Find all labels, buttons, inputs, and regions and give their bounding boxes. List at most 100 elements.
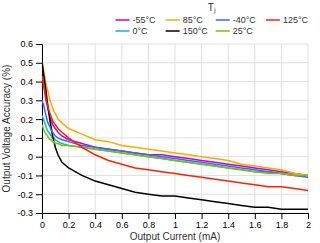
legend-label: 150°C [183, 26, 209, 36]
legend-label: 85°C [183, 15, 204, 25]
tick-mark [36, 138, 42, 139]
axis-line [36, 45, 43, 214]
tick: 0.2 [63, 213, 76, 230]
tick: 0.5 [20, 58, 42, 68]
grid-line-y [42, 62, 308, 63]
series-line [42, 76, 308, 176]
tick-label: 0.2 [63, 220, 76, 230]
legend-swatch [116, 30, 130, 32]
grid-line-y [42, 100, 308, 101]
tick-label: 0.3 [20, 96, 33, 106]
tick-label: 0.4 [89, 220, 102, 230]
plot-area [42, 63, 308, 209]
tick: -0.2 [17, 190, 42, 200]
legend-label: -55°C [133, 15, 157, 25]
grid-line-x [201, 44, 202, 213]
chart-container: Tⱼ -55°C0°C 85°C150°C -40°C25°C 125°C 0 0.2 0.4… [0, 0, 320, 243]
grid-line-y [42, 194, 308, 195]
tick-label: 2 [306, 220, 311, 230]
tick: 0.4 [89, 213, 102, 230]
tick-mark [308, 213, 309, 219]
tick-mark [122, 213, 123, 219]
chart-svg: Tⱼ -55°C0°C 85°C150°C -40°C25°C 125°C 0 0.2 0.4… [0, 0, 320, 243]
grid-line-x [308, 44, 309, 213]
tick: 1.8 [276, 213, 289, 230]
tick: 0.8 [143, 213, 156, 230]
grid-line-y [42, 119, 308, 120]
legend-swatch [166, 30, 180, 32]
tick-label: 1 [173, 220, 178, 230]
tick-label: 0 [40, 220, 45, 230]
tick-label: 1.6 [249, 220, 262, 230]
grid-line-y [42, 81, 308, 82]
tick-label: 1.2 [196, 220, 209, 230]
tick: 0.6 [116, 213, 129, 230]
grid-line-y [42, 44, 308, 45]
tick-mark [69, 213, 70, 219]
legend-label: 125°C [283, 15, 309, 25]
tick-mark [36, 194, 42, 195]
tick: -0.3 [17, 208, 42, 218]
grid-line-x [148, 44, 149, 213]
tick-label: 0 [28, 152, 33, 162]
tick-label: 0.2 [20, 114, 33, 124]
tick: 0 [28, 152, 42, 162]
grid-line-y [42, 137, 308, 138]
axis-line [43, 214, 309, 220]
y-axis: -0.3 -0.2 -0.1 0 0.1 0.2 0.3 0.4 0.5 0.6 [17, 39, 42, 218]
tick-mark [36, 82, 42, 83]
legend-swatch [216, 30, 230, 32]
tick: 1.4 [222, 213, 235, 230]
tick-mark [36, 157, 42, 158]
legend-label: -40°C [233, 15, 257, 25]
legend-item: 0°C [116, 26, 149, 36]
tick-label: 0.6 [20, 39, 33, 49]
series-line [42, 78, 308, 191]
legend-item: 25°C [216, 26, 254, 36]
legend: Tⱼ -55°C0°C 85°C150°C -40°C25°C 125°C [116, 2, 309, 36]
tick-label: 1.4 [222, 220, 235, 230]
legend-title: Tⱼ [208, 2, 216, 14]
legend-swatch [216, 19, 230, 21]
tick-label: -0.2 [17, 190, 33, 200]
grid-line-x [281, 44, 282, 213]
tick-mark [36, 119, 42, 120]
tick-mark [175, 213, 176, 219]
tick-label: 0.1 [20, 133, 33, 143]
tick: 0.2 [20, 114, 42, 124]
legend-swatch [166, 19, 180, 21]
x-axis-title: Output Current (mA) [130, 231, 221, 242]
tick: 2 [306, 213, 311, 230]
tick-mark [36, 44, 42, 45]
x-axis: 0 0.2 0.4 0.6 0.8 1 1.2 1.4 1.6 1.8 2 [40, 213, 311, 230]
tick: 1.2 [196, 213, 209, 230]
tick-mark [36, 175, 42, 176]
grid-line-x [228, 44, 229, 213]
tick-mark [148, 213, 149, 219]
legend-item: -55°C [116, 15, 157, 25]
tick-label: 0.6 [116, 220, 129, 230]
grid-line-x [95, 44, 96, 213]
tick: 0.6 [20, 39, 42, 49]
legend-swatch [116, 19, 130, 21]
tick-label: -0.1 [17, 171, 33, 181]
tick-mark [36, 213, 42, 214]
tick-label: 0.5 [20, 58, 33, 68]
legend-label: 25°C [233, 26, 254, 36]
tick-mark [202, 213, 203, 219]
series-line [42, 63, 308, 209]
tick-label: 1.8 [276, 220, 289, 230]
legend-item: 150°C [166, 26, 209, 36]
grid-line-x [254, 44, 255, 213]
series-line [42, 125, 308, 176]
tick: -0.1 [17, 171, 42, 181]
tick-mark [36, 100, 42, 101]
tick: 1 [173, 213, 178, 230]
tick-label: 0.4 [20, 77, 33, 87]
tick: 0.3 [20, 96, 42, 106]
tick-mark [95, 213, 96, 219]
tick: 1.6 [249, 213, 262, 230]
tick-mark [255, 213, 256, 219]
tick: 0.1 [20, 133, 42, 143]
legend-swatch [266, 19, 280, 21]
